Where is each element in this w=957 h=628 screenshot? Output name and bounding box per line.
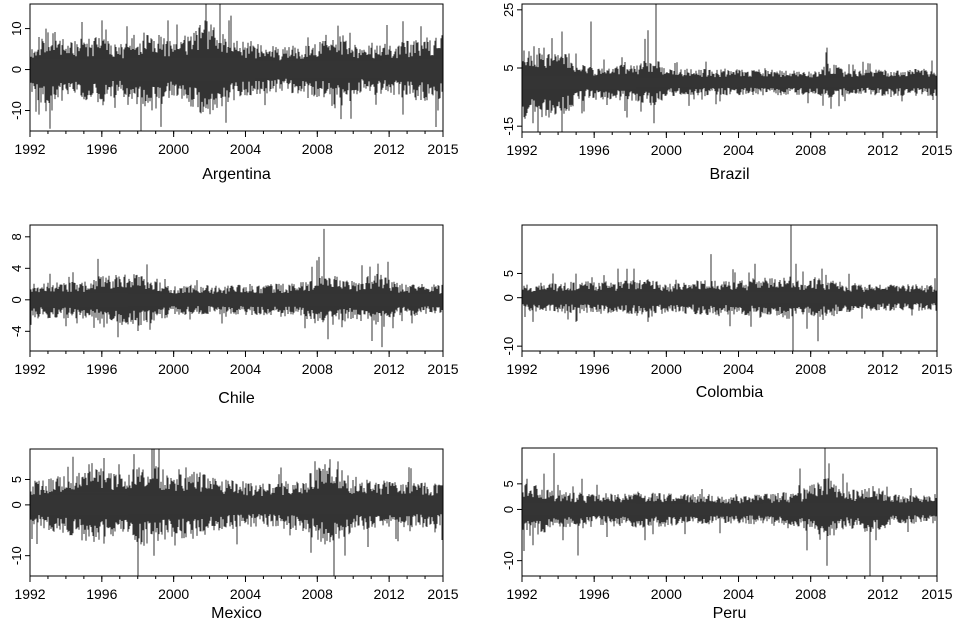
x-tick-label: 1992 <box>14 361 45 377</box>
y-tick-label: -4 <box>9 326 24 338</box>
chart-title: Mexico <box>211 605 262 622</box>
plot-frame <box>29 3 444 132</box>
x-tick-label: 2015 <box>921 142 952 158</box>
x-tick-label: 2012 <box>374 141 405 157</box>
plot-frame <box>521 224 938 352</box>
chart-panel-colombia: 1992 1996 2000 2004 2008 2012 2015 -10 0 5 Colombi… <box>501 224 953 401</box>
y-tick-label: 0 <box>9 296 24 303</box>
x-tick-label: 2012 <box>867 586 898 602</box>
x-tick-label: 2008 <box>795 361 826 377</box>
series-line-colombia <box>522 225 937 351</box>
x-tick-label: 2015 <box>427 586 458 602</box>
y-tick-label: 5 <box>9 476 24 483</box>
y-tick-label: 0 <box>9 501 24 508</box>
x-tick-label: 2004 <box>230 361 261 377</box>
plot-frame <box>29 224 444 352</box>
x-tick-label: 2015 <box>427 361 458 377</box>
x-tick-label: 1996 <box>86 586 117 602</box>
y-tick-label: 5 <box>501 480 516 487</box>
y-tick-label: -10 <box>9 101 24 120</box>
y-tick-label: 8 <box>9 233 24 240</box>
x-tick-label: 2004 <box>723 586 754 602</box>
y-tick-label: 0 <box>501 506 516 513</box>
x-tick-label: 2008 <box>302 361 333 377</box>
y-tick-label: 25 <box>501 3 516 17</box>
series-line-chile <box>30 228 443 348</box>
x-tick-label: 2000 <box>651 142 682 158</box>
series-line-brazil <box>522 4 937 132</box>
plot-frame <box>521 447 938 577</box>
chart-panel-peru: 1992 1996 2000 2004 2008 2012 2015 -10 0 5 Peru <box>501 447 953 622</box>
x-tick-label: 1996 <box>579 142 610 158</box>
x-tick-label: 1992 <box>14 586 45 602</box>
y-tick-label: 0 <box>9 66 24 73</box>
x-tick-label: 1996 <box>86 361 117 377</box>
x-tick-label: 1996 <box>579 586 610 602</box>
series-line-mexico <box>30 449 443 576</box>
plot-frame <box>29 448 444 577</box>
y-tick-label: 5 <box>501 64 516 71</box>
y-tick-label: 0 <box>501 294 516 301</box>
series-line-argentina <box>30 4 443 131</box>
chart-title: Colombia <box>696 384 764 401</box>
chart-title: Chile <box>218 390 255 407</box>
x-tick-label: 1996 <box>86 141 117 157</box>
x-tick-label: 2008 <box>795 586 826 602</box>
x-tick-label: 2004 <box>230 586 261 602</box>
x-tick-label: 1992 <box>506 586 537 602</box>
x-tick-label: 1992 <box>14 141 45 157</box>
x-tick-label: 2008 <box>302 586 333 602</box>
x-tick-label: 2000 <box>651 361 682 377</box>
y-tick-label: -10 <box>501 337 516 356</box>
x-tick-label: 2012 <box>374 361 405 377</box>
chart-panel-chile: 1992 1996 2000 2004 2008 2012 2015 -4 0 4 8 Chile <box>9 224 459 407</box>
x-tick-label: 2000 <box>158 361 189 377</box>
x-tick-label: 2012 <box>867 361 898 377</box>
x-tick-label: 2000 <box>158 141 189 157</box>
x-tick-label: 1992 <box>506 142 537 158</box>
chart-panel-brazil: 1992 1996 2000 2004 2008 2012 2015 -15 5 25 Brazil <box>501 3 953 183</box>
x-tick-label: 1992 <box>506 361 537 377</box>
x-tick-label: 2004 <box>723 361 754 377</box>
chart-panel-mexico: 1992 1996 2000 2004 2008 2012 2015 -10 0 5 Mexico <box>9 448 459 622</box>
x-tick-label: 1996 <box>579 361 610 377</box>
y-tick-label: 4 <box>9 265 24 272</box>
x-tick-label: 2004 <box>230 141 261 157</box>
series-line-peru <box>522 448 937 576</box>
x-tick-label: 2015 <box>921 361 952 377</box>
y-tick-label: -15 <box>501 117 516 136</box>
x-tick-label: 2015 <box>427 141 458 157</box>
x-tick-label: 2012 <box>374 586 405 602</box>
y-tick-label: -10 <box>9 546 24 565</box>
x-tick-label: 2000 <box>651 586 682 602</box>
chart-title: Argentina <box>202 166 271 183</box>
x-tick-label: 2008 <box>795 142 826 158</box>
x-tick-label: 2012 <box>867 142 898 158</box>
x-tick-label: 2000 <box>158 586 189 602</box>
y-tick-label: 10 <box>9 21 24 35</box>
y-tick-label: 5 <box>501 270 516 277</box>
x-tick-label: 2008 <box>302 141 333 157</box>
x-tick-label: 2004 <box>723 142 754 158</box>
chart-panel-argentina: 1992 1996 2000 2004 2008 2012 2015 -10 0 10 Argent… <box>9 3 459 183</box>
chart-title: Brazil <box>709 166 749 183</box>
chart-title: Peru <box>713 605 747 622</box>
x-tick-label: 2015 <box>921 586 952 602</box>
y-tick-label: -10 <box>501 551 516 570</box>
